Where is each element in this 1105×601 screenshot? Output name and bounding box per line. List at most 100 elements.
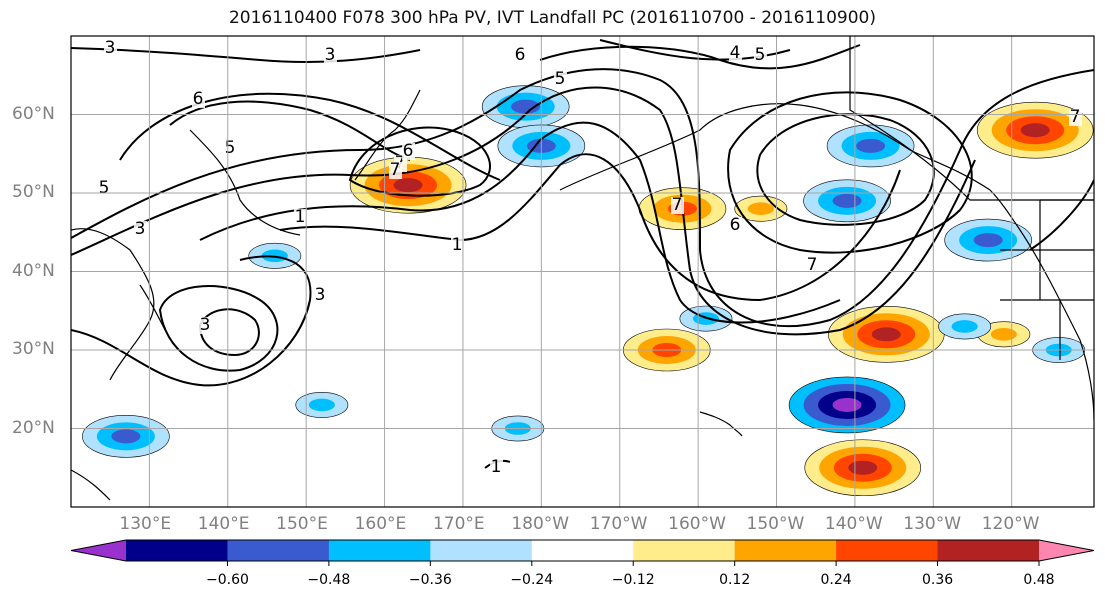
shading-level: [973, 233, 1003, 248]
contour-label: 1: [452, 235, 463, 255]
colorbar-tick-label: 0.12: [719, 572, 751, 588]
longitude-label: 150°E: [276, 514, 328, 534]
canada-border: [849, 36, 1094, 201]
coastline-hawaii: [699, 411, 743, 437]
plot-frame: [70, 35, 1095, 508]
contour-line: [1029, 179, 1094, 251]
shading-blob: [82, 415, 170, 458]
contour-label: 4: [730, 43, 741, 63]
colorbar-segment: [937, 540, 1040, 561]
shading-level: [951, 320, 978, 333]
colorbar-tick-label: −0.24: [510, 572, 554, 588]
contour-label: 5: [755, 45, 766, 65]
contour-line: [71, 255, 312, 387]
contour-label: 3: [105, 38, 116, 58]
contour-label-bg: [729, 217, 742, 234]
contour-label-bg: [134, 221, 147, 238]
colorbar-segment: [328, 540, 431, 561]
contour-line: [756, 113, 935, 226]
colorbar-segment: [836, 540, 939, 561]
shading-blob: [944, 218, 1032, 262]
colorbar-tick-label: −0.36: [408, 572, 452, 588]
contour-line: [199, 121, 841, 324]
contour-label-bg: [554, 71, 567, 88]
contour-label: 3: [135, 219, 146, 239]
colorbar-tick-label: −0.48: [307, 572, 351, 588]
shading-blob: [734, 195, 788, 222]
contour-label: 5: [555, 69, 566, 89]
contour-label: 7: [390, 160, 401, 180]
contour-label-bg: [294, 209, 307, 226]
longitude-label: 130°E: [119, 514, 172, 534]
contour-label-bg: [806, 257, 819, 274]
coastline-asia: [71, 89, 421, 501]
shading-level: [111, 429, 141, 444]
contour-label-bg: [451, 237, 464, 254]
shading-blob: [803, 179, 891, 223]
contour-label-bg: [1069, 109, 1082, 126]
contour-line: [71, 68, 1094, 328]
contour-labels: 3365345657571331767617: [98, 38, 1082, 477]
longitude-label: 170°E: [432, 514, 485, 534]
contour-line: [71, 86, 976, 336]
contour-label-bg: [490, 459, 503, 476]
contour-label: 6: [730, 215, 741, 235]
contour-line: [198, 308, 260, 357]
shading-blob: [804, 439, 922, 497]
contour-label: 3: [200, 315, 211, 335]
contour-label-bg: [671, 197, 684, 214]
contour-label: 7: [807, 255, 818, 275]
contour-label-bg: [224, 140, 237, 157]
colorbar-tick-label: −0.12: [611, 572, 655, 588]
colorbar-tick-label: 0.48: [1023, 572, 1055, 588]
shading-level: [393, 178, 423, 193]
contour-label-bg: [514, 47, 527, 64]
colorbar: [70, 539, 1095, 566]
contour-label: 6: [403, 141, 414, 161]
shading-blob: [788, 376, 906, 434]
latitude-label: 20°N: [12, 417, 55, 438]
shading-blob: [976, 101, 1094, 159]
latitude-label: 50°N: [12, 182, 55, 202]
shading-blob: [295, 392, 349, 418]
contour-label: 1: [491, 457, 502, 477]
contour-label: 6: [193, 89, 204, 109]
contour-label-bg: [389, 162, 402, 179]
shading-blob: [349, 156, 467, 214]
longitude-label: 170°W: [589, 514, 648, 534]
longitude-label: 180°W: [511, 514, 570, 534]
contour-label-bg: [192, 91, 205, 108]
shading-level: [832, 193, 862, 208]
colorbar-segment: [734, 540, 837, 561]
contour-line: [279, 153, 901, 302]
longitude-label: 140°E: [197, 514, 250, 534]
contour-label-bg: [199, 317, 212, 334]
contour-line: [169, 100, 411, 161]
shading-level: [308, 398, 335, 412]
colorbar-segment: [126, 540, 228, 561]
longitude-label: 150°W: [746, 514, 805, 534]
contour-line: [539, 44, 861, 70]
shading-level: [990, 328, 1017, 341]
longitude-label: 130°W: [903, 514, 962, 534]
colorbar-segment: [227, 540, 330, 561]
map-title: 2016110400 F078 300 hPa PV, IVT Landfall…: [228, 8, 876, 28]
coastlines: [71, 36, 1094, 501]
shading-level: [848, 460, 878, 475]
contour-label-bg: [324, 47, 337, 64]
contour-label: 5: [225, 138, 236, 158]
shading-level: [832, 397, 862, 412]
contour-line: [119, 92, 501, 181]
contour-label-bg: [729, 45, 742, 62]
contour-label: 7: [672, 195, 683, 215]
latitude-label: 30°N: [12, 339, 55, 359]
shading-blob: [481, 85, 570, 128]
longitude-label: 160°W: [668, 514, 726, 534]
shading-level: [747, 202, 774, 215]
contour-label: 3: [315, 285, 326, 305]
contour-line: [158, 285, 279, 372]
colorbar-extend-min: [71, 540, 126, 561]
contour-label-bg: [104, 40, 117, 57]
contour-label-bg: [402, 143, 415, 160]
